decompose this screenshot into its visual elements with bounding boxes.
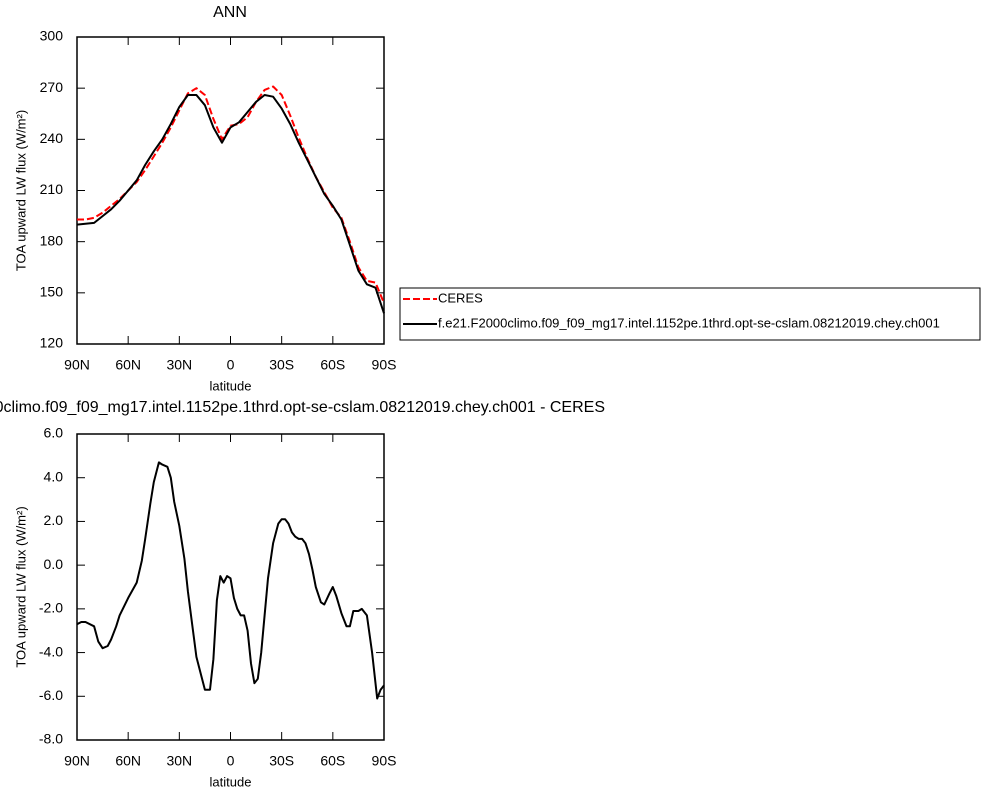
x-tick-label: 60N — [115, 753, 141, 769]
plot-frame — [76, 433, 385, 741]
y-axis-label: TOA upward LW flux (W/m²) — [13, 110, 28, 271]
x-tick-label: 60S — [320, 753, 345, 769]
y-tick-label: 120 — [40, 335, 64, 351]
x-tick-label: 60N — [115, 357, 141, 373]
x-tick-label: 0 — [227, 357, 235, 373]
legend-box — [399, 287, 981, 341]
y-tick-label: 150 — [40, 284, 64, 300]
y-axis-label: TOA upward LW flux (W/m²) — [13, 506, 28, 667]
x-axis-label: latitude — [210, 378, 252, 393]
x-tick-label: 30N — [166, 357, 192, 373]
x-axis-label: latitude — [210, 774, 252, 789]
y-tick-label: 6.0 — [44, 425, 64, 441]
y-tick-label: -8.0 — [39, 731, 63, 747]
chart-title: ANN — [213, 4, 247, 21]
x-tick-label: 90N — [64, 357, 90, 373]
x-tick-label: 30S — [269, 357, 294, 373]
y-tick-label: 240 — [40, 130, 64, 146]
x-tick-label: 90S — [372, 753, 397, 769]
x-tick-label: 60S — [320, 357, 345, 373]
data-line — [77, 85, 385, 304]
y-tick-label: -2.0 — [39, 600, 63, 616]
chart-title: f.e21.F2000climo.f09_f09_mg17.intel.1152… — [0, 399, 605, 416]
plot-frame — [76, 36, 385, 345]
y-tick-label: 300 — [40, 28, 64, 44]
x-tick-label: 90S — [372, 357, 397, 373]
x-tick-label: 90N — [64, 753, 90, 769]
data-line — [76, 94, 385, 314]
y-tick-label: -4.0 — [39, 643, 63, 659]
y-tick-label: 270 — [40, 79, 64, 95]
x-tick-label: 0 — [227, 753, 235, 769]
y-tick-label: -6.0 — [39, 687, 63, 703]
x-tick-label: 30N — [166, 753, 192, 769]
legend-label: f.e21.F2000climo.f09_f09_mg17.intel.1152… — [438, 315, 940, 330]
y-tick-label: 4.0 — [44, 468, 64, 484]
y-tick-label: 180 — [40, 232, 64, 248]
y-tick-label: 210 — [40, 181, 64, 197]
legend-label: CERES — [438, 290, 483, 305]
y-tick-label: 0.0 — [44, 556, 64, 572]
data-line — [76, 461, 385, 700]
x-tick-label: 30S — [269, 753, 294, 769]
y-tick-label: 2.0 — [44, 512, 64, 528]
